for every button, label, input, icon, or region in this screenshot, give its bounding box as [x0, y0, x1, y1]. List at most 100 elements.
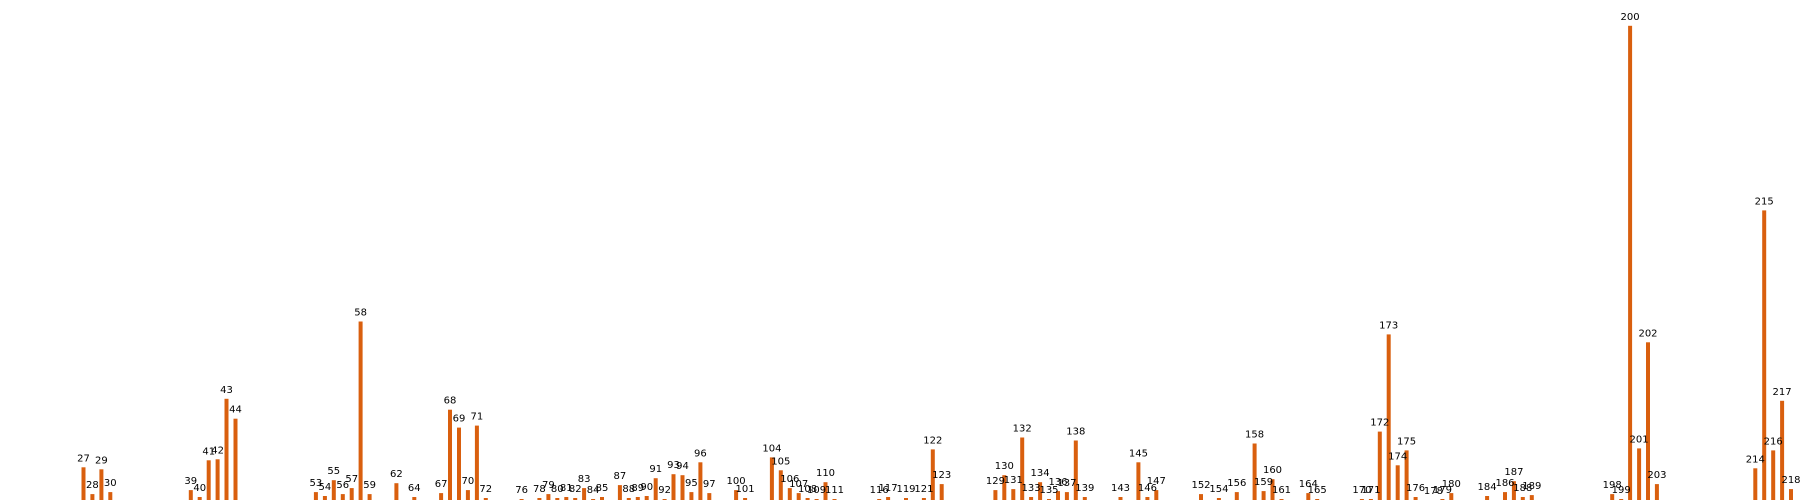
bar-label-187: 187	[1504, 467, 1523, 478]
bar-152	[1199, 494, 1203, 500]
bar-44	[233, 418, 238, 500]
bar-label-156: 156	[1227, 478, 1246, 489]
bar-59	[367, 494, 372, 500]
bar-label-70: 70	[462, 476, 475, 487]
bar-label-158: 158	[1245, 430, 1264, 441]
bar-label-44: 44	[229, 405, 242, 416]
bar-label-97: 97	[703, 479, 716, 490]
bar-134	[1038, 482, 1043, 500]
bar-label-109: 109	[807, 485, 826, 496]
bar-label-170: 170	[1352, 485, 1371, 496]
bar-label-54: 54	[319, 482, 332, 493]
bar-label-27: 27	[77, 453, 90, 464]
bar-label-184: 184	[1478, 482, 1497, 493]
bar-217	[1780, 400, 1785, 500]
bar-139	[1082, 497, 1087, 500]
bar-label-29: 29	[95, 455, 108, 466]
bar-79	[546, 494, 551, 500]
bar-100	[734, 490, 739, 500]
bar-146	[1145, 497, 1150, 500]
bar-label-59: 59	[363, 480, 376, 491]
bar-label-79: 79	[542, 480, 555, 491]
bar-label-108: 108	[798, 484, 817, 495]
bar-label-28: 28	[86, 480, 99, 491]
bar-label-64: 64	[408, 483, 421, 494]
bar-110	[823, 482, 828, 500]
bar-label-95: 95	[685, 478, 698, 489]
bar-label-88: 88	[622, 484, 635, 495]
bar-label-100: 100	[727, 476, 746, 487]
bar-132	[1020, 437, 1025, 500]
bar-label-42: 42	[211, 445, 224, 456]
bar-label-132: 132	[1013, 424, 1032, 435]
bar-label-96: 96	[694, 448, 707, 459]
bar-159	[1261, 491, 1266, 500]
bar-label-117: 117	[879, 483, 898, 494]
bar-80	[555, 498, 560, 500]
bar-label-138: 138	[1066, 427, 1085, 438]
bar-label-165: 165	[1308, 485, 1327, 496]
bar-187	[1511, 481, 1516, 500]
bar-label-80: 80	[551, 484, 564, 495]
bar-label-214: 214	[1746, 454, 1765, 465]
bar-label-198: 198	[1603, 480, 1622, 491]
bar-label-121: 121	[914, 484, 933, 495]
bar-176	[1413, 497, 1418, 500]
bar-173	[1386, 334, 1391, 500]
bar-64	[412, 497, 417, 500]
bar-label-145: 145	[1129, 448, 1148, 459]
bar-label-85: 85	[596, 483, 609, 494]
bar-label-188: 188	[1513, 483, 1532, 494]
bar-label-136: 136	[1048, 477, 1067, 488]
bar-label-143: 143	[1111, 483, 1130, 494]
bar-label-39: 39	[184, 476, 197, 487]
bar-label-106: 106	[780, 474, 799, 485]
bar-label-200: 200	[1621, 12, 1640, 23]
bar-69	[457, 427, 461, 500]
bar-label-104: 104	[762, 443, 781, 454]
bar-label-160: 160	[1263, 465, 1282, 476]
bar-158	[1252, 443, 1257, 500]
bar-129	[993, 490, 998, 500]
bar-label-119: 119	[896, 484, 915, 495]
bar-40	[197, 497, 202, 500]
bar-130	[1002, 475, 1007, 500]
bar-label-71: 71	[471, 412, 484, 423]
bar-96	[698, 462, 703, 500]
bar-label-82: 82	[569, 484, 582, 495]
bar-143	[1118, 497, 1123, 500]
bar-label-152: 152	[1191, 480, 1210, 491]
bar-39	[188, 490, 193, 500]
bar-label-175: 175	[1397, 436, 1416, 447]
bar-label-202: 202	[1638, 328, 1657, 339]
bar-160	[1270, 479, 1275, 500]
bar-label-116: 116	[870, 485, 889, 496]
bar-175	[1404, 450, 1409, 500]
bar-78	[537, 498, 542, 500]
bar-87	[617, 485, 622, 500]
bar-93	[671, 474, 676, 500]
bar-label-171: 171	[1361, 485, 1380, 496]
bar-186	[1503, 492, 1507, 500]
bar-label-180: 180	[1442, 479, 1461, 490]
bar-label-199: 199	[1612, 485, 1631, 496]
bar-label-89: 89	[631, 483, 644, 494]
bar-30	[108, 492, 113, 500]
bar-56	[340, 494, 345, 500]
bar-label-218: 218	[1781, 475, 1800, 486]
bar-label-203: 203	[1647, 470, 1666, 481]
bar-200	[1628, 25, 1633, 500]
bar-label-84: 84	[587, 485, 600, 496]
bar-83	[582, 488, 587, 500]
bar-label-147: 147	[1147, 476, 1166, 487]
bar-214	[1753, 468, 1758, 500]
bar-172	[1377, 431, 1382, 500]
bar-58	[358, 321, 363, 500]
bar-label-105: 105	[771, 456, 790, 467]
bar-82	[573, 498, 578, 500]
bar-label-76: 76	[515, 485, 528, 496]
bar-label-134: 134	[1031, 468, 1050, 479]
bar-106	[787, 488, 792, 500]
bar-label-215: 215	[1755, 196, 1774, 207]
bar-label-178: 178	[1424, 486, 1443, 497]
